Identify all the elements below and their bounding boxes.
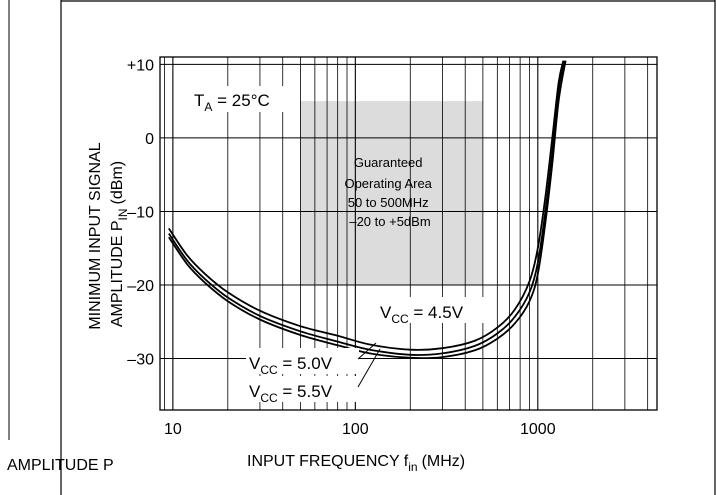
x-tick-label: 1000: [520, 421, 556, 438]
label-bg-45: [377, 297, 490, 323]
label-bg-50: [246, 348, 359, 374]
series-label-vcc-45: VCC = 4.5V: [380, 303, 464, 326]
leader-line-50: [357, 342, 377, 360]
series-line-2: [168, 60, 567, 360]
label-bg-55: [246, 376, 359, 402]
x-tick-label: 10: [164, 421, 182, 438]
y-tick-label: 0: [145, 131, 154, 148]
guaranteed-line-2: Operating Area: [344, 176, 432, 191]
series-line-1: [168, 60, 566, 356]
y-tick-label: –20: [127, 278, 154, 295]
y-tick-label: +10: [127, 57, 154, 74]
guaranteed-line-1: Guaranteed: [354, 155, 423, 170]
y-axis-label-line1: MINIMUM INPUT SIGNAL: [87, 142, 104, 329]
guaranteed-area-group: [300, 101, 483, 285]
guaranteed-area-text: Guaranteed Operating Area 50 to 500MHz –…: [344, 155, 435, 229]
guaranteed-line-3: 50 to 500MHz: [348, 195, 429, 210]
y-tick-label: –10: [127, 204, 154, 221]
tick-labels-group: 10 100 1000 +10 0 –10 –20 –30: [127, 57, 556, 438]
y-axis-label: MINIMUM INPUT SIGNAL: [87, 142, 104, 329]
temperature-label: TA = 25°C: [194, 91, 270, 114]
series-line-0: [168, 60, 565, 351]
curves-group: [168, 60, 567, 360]
series-label-vcc-50: VCC = 5.0V: [249, 354, 333, 377]
plot-border: [159, 56, 658, 411]
series-label-vcc-55: VCC = 5.5V: [249, 382, 333, 405]
temperature-label-bg: [190, 86, 290, 112]
leader-line-55: [357, 348, 381, 388]
y-tick-label: –30: [127, 352, 154, 369]
y-axis-label-2: AMPLITUDE PIN(dBm): [109, 161, 130, 327]
guaranteed-line-4: –20 to +5dBm: [349, 214, 430, 229]
stray-amplitude-label: AMPLITUDE P: [7, 457, 114, 474]
x-tick-label: 100: [342, 421, 369, 438]
x-axis-label: INPUT FREQUENCY fin (MHz): [247, 453, 465, 474]
guaranteed-area-shade: [300, 101, 483, 285]
